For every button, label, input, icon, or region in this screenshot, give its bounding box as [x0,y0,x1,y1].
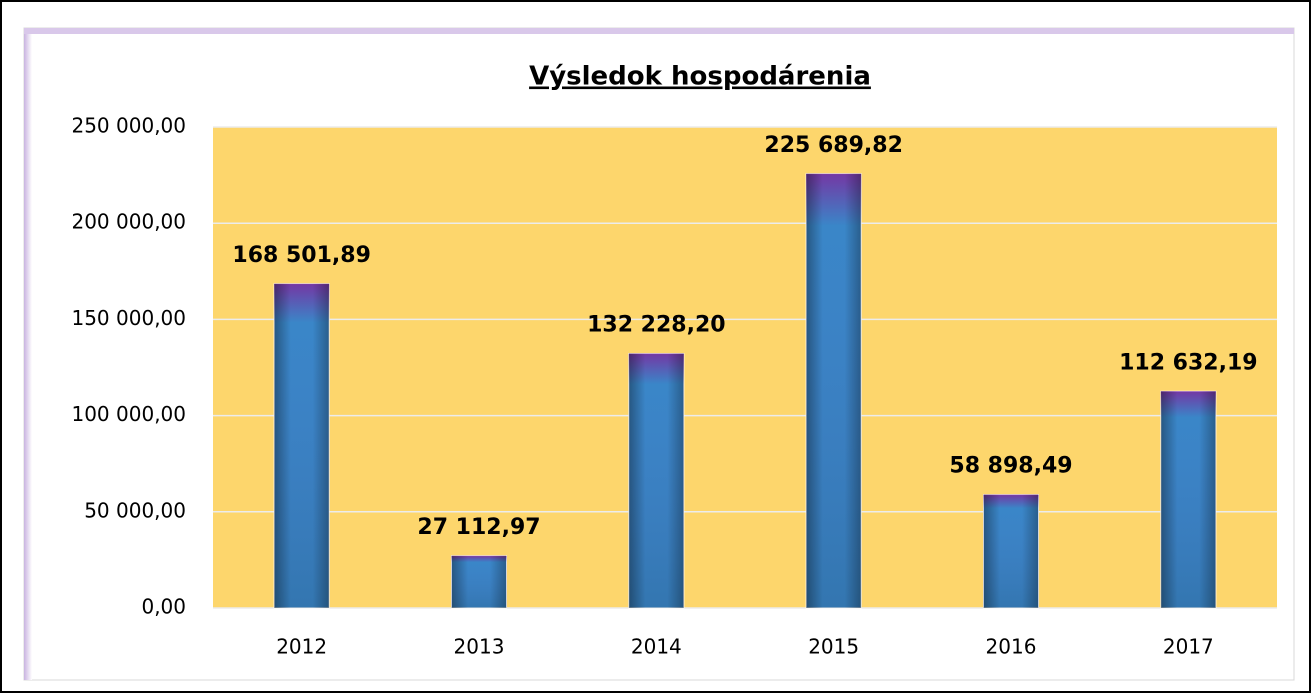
bar [628,353,685,609]
plot-area [213,127,1277,608]
x-tick-label: 2015 [808,635,859,659]
bar [273,283,330,609]
x-tick-label: 2012 [276,635,327,659]
y-tick-label: 250 000,00 [71,114,186,138]
data-label: 27 112,97 [417,515,540,540]
y-tick-label: 200 000,00 [71,210,186,234]
y-tick-label: 50 000,00 [84,498,186,522]
data-label: 58 898,49 [949,454,1072,479]
bar [451,555,507,609]
bar [805,173,862,609]
data-label: 112 632,19 [1119,350,1257,375]
x-tick-label: 2014 [631,635,682,659]
data-label: 225 689,82 [764,133,902,158]
bar [983,494,1039,609]
chart-edge-top [24,28,1294,34]
y-tick-label: 100 000,00 [71,402,186,426]
data-label: 168 501,89 [232,243,370,268]
data-label: 132 228,20 [587,313,725,338]
y-tick-label: 150 000,00 [71,306,186,330]
x-tick-label: 2017 [1163,635,1214,659]
chart-title: Výsledok hospodárenia [529,62,871,92]
bar [1160,390,1217,609]
y-tick-label: 0,00 [141,595,186,619]
x-tick-label: 2013 [454,635,505,659]
chart-edge [24,28,32,680]
x-tick-label: 2016 [986,635,1037,659]
